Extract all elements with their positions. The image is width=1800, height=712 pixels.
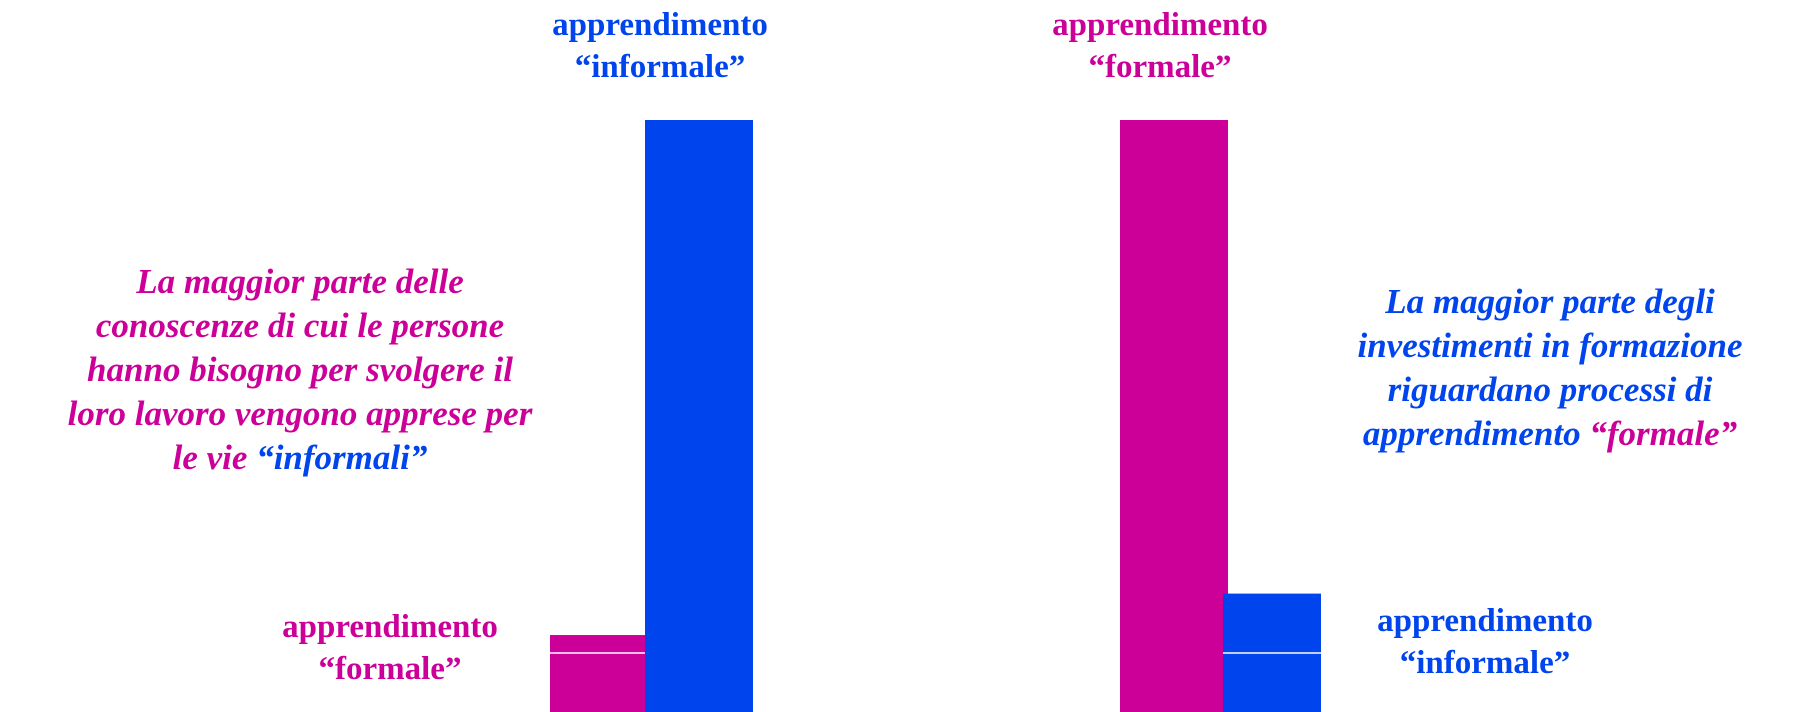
right-note-line4: apprendimento “formale”: [1300, 412, 1800, 456]
right-side-label: apprendimento “informale”: [1325, 600, 1645, 684]
right-note-prefix: apprendimento: [1362, 414, 1590, 453]
right-side-label-line2: “informale”: [1399, 645, 1571, 681]
left-note-emph: “informali”: [256, 438, 428, 477]
left-note-prefix: le vie: [172, 438, 257, 477]
right-note: La maggior parte degli investimenti in f…: [1300, 280, 1800, 456]
left-side-label: apprendimento “formale”: [240, 606, 540, 690]
right-note-emph: “formale”: [1589, 414, 1738, 453]
left-side-label-line2: “formale”: [318, 651, 462, 687]
left-note-line4: loro lavoro vengono apprese per: [67, 394, 533, 433]
right-top-label: apprendimento “formale”: [1000, 4, 1320, 88]
left-chart: [550, 120, 753, 712]
right-note-line3: riguardano processi di: [1387, 370, 1713, 409]
left-top-label-line2: “informale”: [574, 49, 746, 85]
right-note-line1: La maggior parte degli: [1385, 282, 1715, 321]
left-note-line1: La maggior parte delle: [136, 262, 464, 301]
left-top-label: apprendimento “informale”: [530, 4, 790, 88]
right-side-label-line1: apprendimento: [1377, 603, 1593, 639]
left-note: La maggior parte delle conoscenze di cui…: [5, 260, 595, 480]
left-chart-bar-formale: [550, 635, 648, 712]
right-chart-bar-formale: [1120, 120, 1228, 712]
left-chart-bar-informale: [645, 120, 753, 712]
right-top-label-line2: “formale”: [1088, 49, 1232, 85]
right-chart: [1120, 120, 1321, 712]
left-note-line3: hanno bisogno per svolgere il: [87, 350, 513, 389]
left-side-label-line1: apprendimento: [282, 609, 498, 645]
left-note-line2: conoscenze di cui le persone: [95, 306, 505, 345]
right-note-line2: investimenti in formazione: [1357, 326, 1743, 365]
left-top-label-line1: apprendimento: [552, 7, 768, 43]
right-top-label-line1: apprendimento: [1052, 7, 1268, 43]
left-note-line5: le vie “informali”: [5, 436, 595, 480]
